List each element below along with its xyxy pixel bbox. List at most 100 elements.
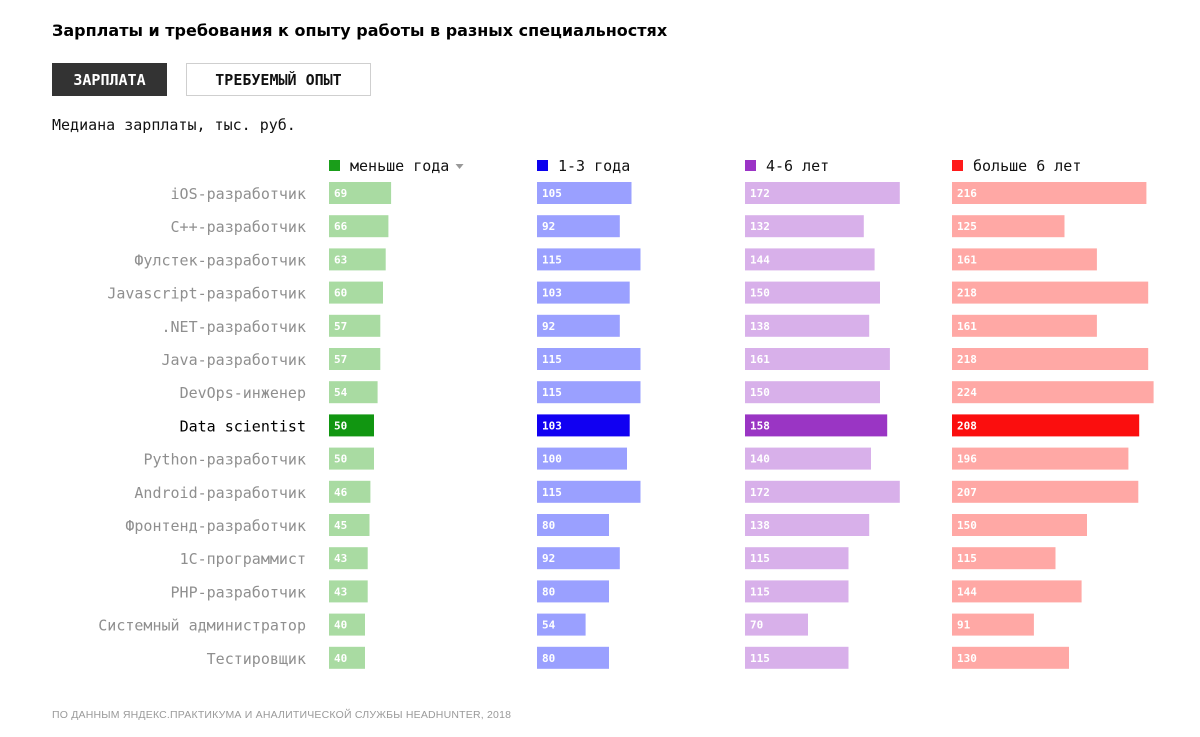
bar-value-label: 54 [334,386,348,399]
bar [329,248,386,271]
bar-value-label: 216 [957,187,977,200]
bar-value-label: 40 [334,619,347,632]
chart-subtitle: Медиана зарплаты, тыс. руб. [52,116,296,134]
bar-value-label: 115 [750,552,770,565]
bar [329,314,381,337]
bar [329,381,378,404]
bar-value-label: 218 [957,287,977,300]
source-note: ПО ДАННЫМ ЯНДЕКС.ПРАКТИКУМА И АНАЛИТИЧЕС… [52,709,512,721]
bar-value-label: 103 [542,287,562,300]
bar-value-label: 50 [334,419,347,432]
bar-value-label: 125 [957,220,977,233]
bar-value-label: 115 [542,353,562,366]
bar [952,580,1082,603]
bar [745,646,849,669]
legend-label-1: 1-3 года [558,157,630,175]
bar [952,480,1139,503]
bar [745,580,849,603]
tab-experience[interactable]: ТРЕБУЕМЫЙ ОПЫТ [186,63,371,96]
bar-value-label: 161 [957,320,977,333]
legend-swatch-1 [537,160,548,171]
bar [329,348,381,370]
bar-value-label: 69 [334,187,347,200]
category-label: Java-разработчик [162,351,307,369]
bar [329,480,371,503]
bar-value-label: 57 [334,353,347,366]
bar [745,547,849,570]
bar-value-label: 208 [957,419,977,432]
bar-value-label: 172 [750,486,770,499]
bar [329,547,368,570]
bar-value-label: 207 [957,486,977,499]
bar-value-label: 70 [750,619,763,632]
bar [329,447,374,470]
bar-value-label: 196 [957,453,977,466]
bar-value-label: 115 [750,652,770,665]
bar-value-label: 80 [542,585,555,598]
bar [537,480,641,503]
bar [952,514,1087,536]
bar [329,215,389,238]
bar-value-label: 144 [750,253,770,266]
bar [952,381,1154,404]
category-label: DevOps-инженер [180,384,306,402]
bar [537,514,609,536]
legend-label-0[interactable]: меньше года [350,157,449,175]
bar [745,215,864,238]
bar-value-label: 150 [750,386,770,399]
bar [537,580,609,603]
page-title: Зарплаты и требования к опыту работы в р… [52,21,668,40]
bar [329,580,368,603]
bar-value-label: 172 [750,187,770,200]
bar-value-label: 66 [334,220,348,233]
bar [745,248,875,271]
bar [537,314,620,337]
sort-down-triangle-icon[interactable] [455,164,464,169]
bar [952,547,1056,570]
bar-value-label: 103 [542,419,562,432]
bar [952,348,1149,370]
bar-value-label: 161 [750,353,770,366]
bar [952,646,1069,669]
bar-value-label: 144 [957,585,977,598]
bar [537,646,609,669]
bar-value-label: 138 [750,519,770,532]
bar-value-label: 46 [334,486,348,499]
bar [952,414,1140,437]
bar [952,248,1097,271]
category-label: Фулстек-разработчик [134,251,306,269]
bar-value-label: 115 [542,486,562,499]
bar-value-label: 150 [750,287,770,300]
bar-value-label: 140 [750,453,770,466]
bar [952,281,1149,304]
bar-value-label: 45 [334,519,347,532]
category-label: Фронтенд-разработчик [125,517,306,535]
bar-value-label: 130 [957,652,977,665]
bar [745,182,900,204]
bar [329,646,365,669]
bar-value-label: 40 [334,652,347,665]
bar [537,613,586,636]
tab-salary[interactable]: ЗАРПЛАТА [52,63,167,96]
bar-value-label: 224 [957,386,977,399]
bar-value-label: 218 [957,353,977,366]
bar-value-label: 57 [334,320,347,333]
category-label: Тестировщик [207,650,306,668]
bar [537,381,641,404]
bar-value-label: 115 [750,585,770,598]
bar-value-label: 43 [334,585,347,598]
bar [537,447,627,470]
bar-value-label: 80 [542,519,555,532]
bar [952,215,1065,238]
bar [745,480,900,503]
bar [537,182,632,204]
category-label: Data scientist [180,417,306,435]
bar [745,381,880,404]
bar-value-label: 138 [750,320,770,333]
bar-value-label: 115 [542,253,562,266]
bar [329,514,370,536]
bar [537,348,641,370]
category-label: Системный администратор [98,617,306,635]
category-label: Android-разработчик [134,484,306,502]
bar [952,447,1129,470]
